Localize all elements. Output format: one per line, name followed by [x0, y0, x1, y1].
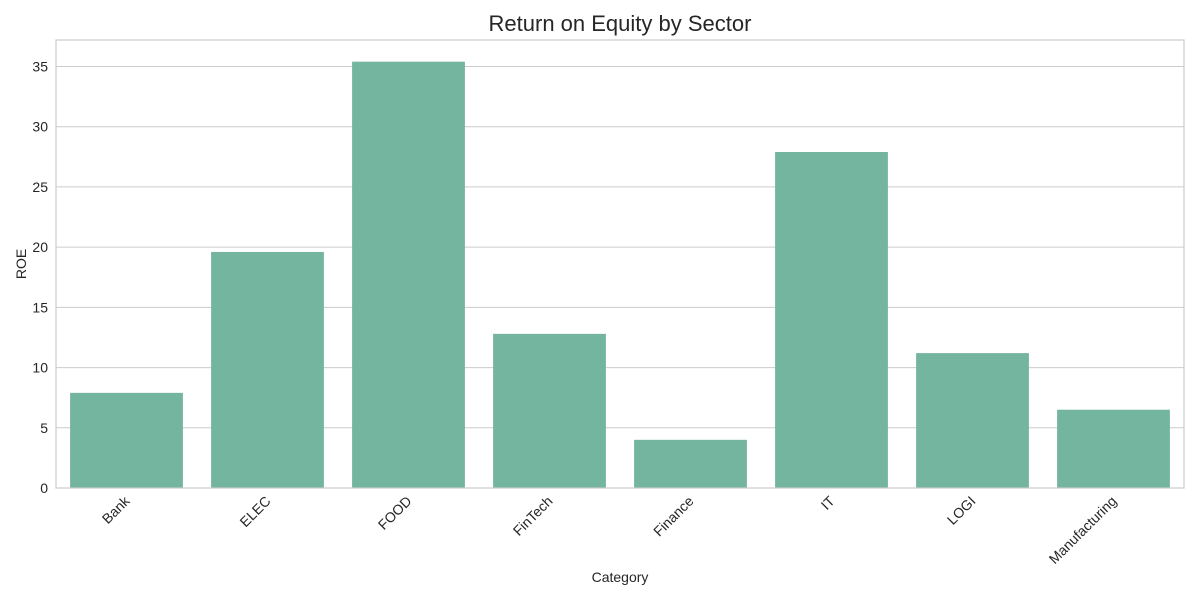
- x-axis-label: Category: [592, 569, 649, 585]
- y-tick-label: 25: [32, 179, 48, 195]
- x-tick-label: Bank: [99, 492, 134, 527]
- x-tick-label: ELEC: [236, 493, 273, 530]
- bars-layer: [70, 61, 1170, 488]
- y-tick-label: 10: [32, 360, 48, 376]
- plot-frame: [55, 39, 1185, 489]
- y-tick-label: 0: [40, 480, 48, 496]
- y-tick-label: 5: [40, 420, 48, 436]
- x-tick-label: Manufacturing: [1046, 493, 1120, 567]
- y-tick-label: 20: [32, 239, 48, 255]
- y-tick-label: 35: [32, 58, 48, 74]
- x-tick-label: FinTech: [510, 493, 556, 539]
- chart-title: Return on Equity by Sector: [489, 11, 752, 36]
- x-tick-label: Finance: [650, 493, 697, 540]
- y-tick-label: 15: [32, 299, 48, 315]
- bar-elec: [211, 251, 324, 488]
- bar-it: [775, 152, 888, 488]
- y-axis-label: ROE: [13, 249, 29, 279]
- y-tick-labels: 0 5 10 15 20 25 30 35: [32, 58, 48, 496]
- bar-fintech: [493, 333, 606, 488]
- x-tick-label: FOOD: [375, 493, 415, 533]
- x-tick-label: IT: [818, 492, 838, 512]
- bar-food: [352, 61, 465, 488]
- bar-bank: [70, 392, 183, 488]
- bar-manufacturing: [1057, 409, 1170, 488]
- x-tick-label: LOGI: [944, 493, 979, 528]
- bar-finance: [634, 439, 747, 488]
- x-tick-labels: Bank ELEC FOOD FinTech Finance IT LOGI Manufact…: [99, 492, 1120, 567]
- y-tick-label: 30: [32, 119, 48, 135]
- bar-logi: [916, 353, 1029, 488]
